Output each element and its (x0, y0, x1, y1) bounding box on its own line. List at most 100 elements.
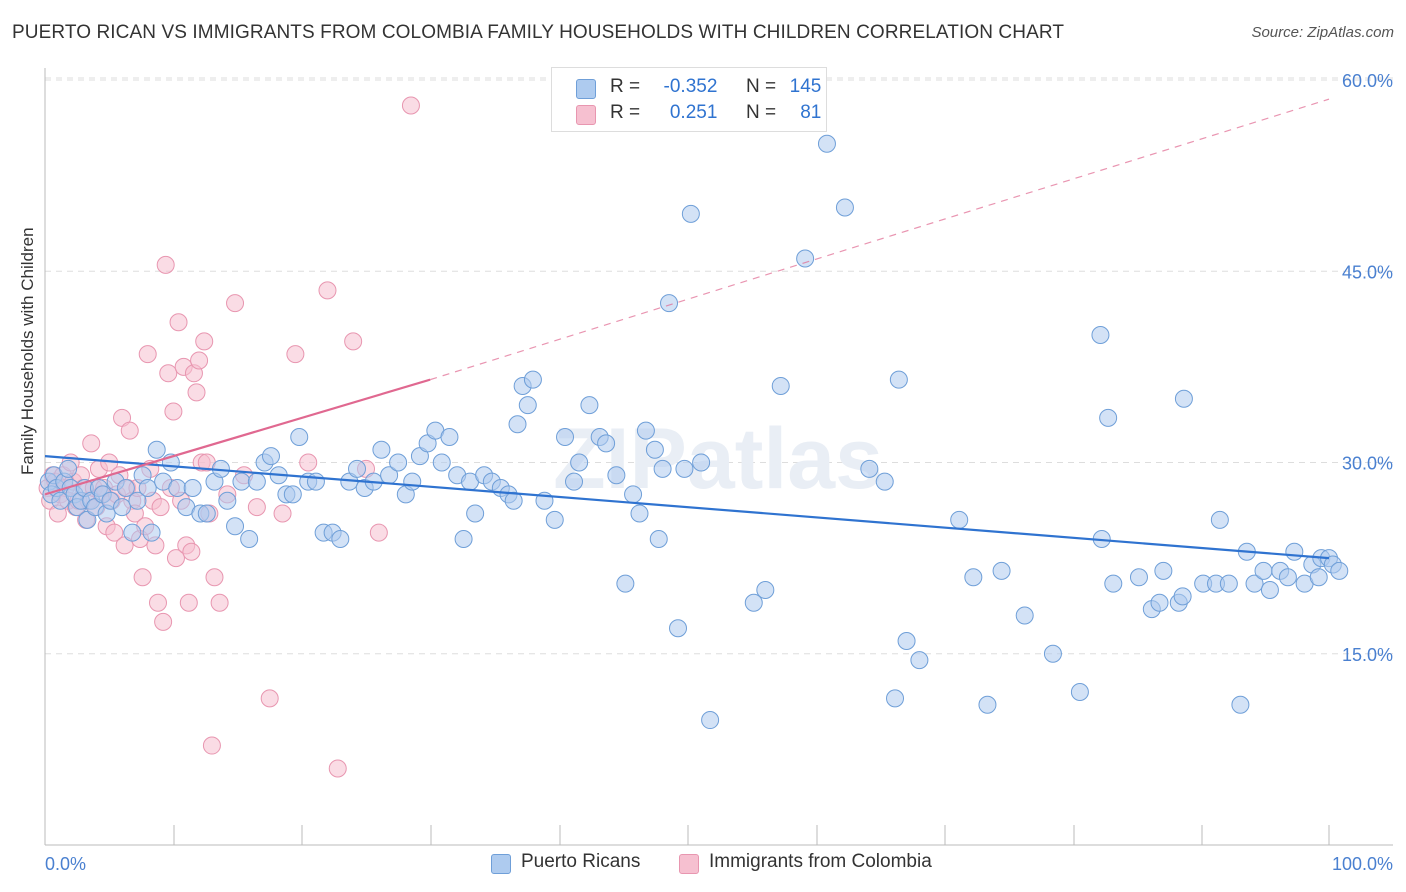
puerto-rican-point (1231, 695, 1250, 714)
r-value: -0.352 (663, 76, 718, 97)
puerto-rican-point (886, 689, 905, 708)
colombia-point (369, 523, 388, 542)
series-puerto-rican-points (39, 134, 1349, 730)
correlation-legend: R = -0.352 N = 145 R = 0.251 N = 81 (551, 67, 827, 132)
watermark: ZIPatlas (553, 411, 883, 507)
puerto-rican-point (466, 504, 485, 523)
puerto-rican-point (59, 459, 78, 478)
puerto-rican-point (138, 479, 157, 497)
puerto-rican-point (756, 581, 775, 599)
r-label: R = (610, 102, 641, 123)
colombia-point (164, 402, 183, 421)
colombia-point (166, 549, 185, 568)
colombia-point (260, 689, 279, 708)
trend-lines (44, 98, 1330, 560)
puerto-rican-point (116, 479, 135, 497)
source-label: Source: ZipAtlas.com (1251, 24, 1394, 41)
colombia-point (159, 364, 178, 383)
puerto-rican-point (1245, 574, 1264, 593)
puerto-rican-point (796, 249, 815, 268)
x-tick-label: 100.0% (1332, 854, 1393, 874)
puerto-rican-point (875, 472, 894, 491)
colombia-point (205, 568, 224, 587)
colombia-point (328, 759, 347, 778)
puerto-rican-point (147, 440, 166, 459)
puerto-rican-point (290, 428, 309, 446)
puerto-rican-point (1154, 561, 1173, 580)
colombia-point (187, 383, 206, 402)
n-value: 145 (789, 76, 822, 97)
puerto-rican-point (226, 517, 245, 536)
puerto-rican-point (630, 504, 649, 523)
puerto-rican-point (389, 453, 408, 472)
puerto-rican-point (835, 198, 854, 217)
puerto-rican-point (1043, 644, 1062, 663)
puerto-rican-point (860, 459, 879, 478)
puerto-rican-point (1219, 574, 1238, 593)
y-tick-label: 60.0% (1342, 71, 1393, 91)
puerto-rican-point (306, 472, 325, 491)
colombia-point (210, 593, 229, 612)
y-tick-label: 15.0% (1342, 645, 1393, 665)
puerto-rican-point (454, 530, 473, 548)
puerto-rican-point (1330, 561, 1349, 580)
puerto-rican-point (1285, 542, 1304, 561)
puerto-rican-point (113, 498, 132, 517)
puerto-rican-point (556, 428, 575, 446)
puerto-rican-point (348, 459, 367, 478)
colombia-trend-extension (430, 98, 1330, 381)
puerto-rican-point (508, 415, 527, 434)
n-value: 81 (800, 102, 822, 123)
puerto-rican-point (197, 504, 216, 523)
legend-swatch-pink (679, 854, 699, 874)
colombia-point (179, 593, 198, 612)
colombia-point (148, 593, 167, 612)
legend-label: Puerto Ricans (521, 851, 641, 872)
puerto-rican-point (218, 491, 237, 510)
puerto-rican-point (624, 485, 643, 504)
puerto-rican-point (331, 530, 350, 548)
puerto-rican-point (771, 377, 790, 395)
puerto-rican-point (523, 370, 542, 389)
colombia-point (195, 332, 214, 351)
puerto-rican-trend-line (44, 455, 1330, 560)
puerto-rican-point (653, 459, 672, 478)
colombia-point (299, 453, 318, 472)
puerto-rican-point (669, 619, 688, 638)
puerto-rican-point (1174, 389, 1193, 408)
puerto-rican-point (232, 472, 251, 491)
puerto-rican-point (1070, 683, 1089, 701)
colombia-point (169, 313, 188, 332)
puerto-rican-point (261, 447, 280, 466)
colombia-point (154, 612, 173, 631)
puerto-rican-point (565, 472, 584, 491)
puerto-rican-point (570, 453, 589, 472)
puerto-rican-point (649, 530, 668, 548)
y-tick-label: 45.0% (1342, 262, 1393, 282)
puerto-rican-point (992, 561, 1011, 580)
r-label: R = (610, 76, 641, 97)
colombia-point (182, 542, 201, 561)
chart-title: PUERTO RICAN VS IMMIGRANTS FROM COLOMBIA… (12, 22, 1065, 43)
puerto-rican-point (1015, 606, 1034, 625)
puerto-rican-point (1091, 326, 1110, 344)
puerto-rican-point (964, 568, 983, 587)
puerto-rican-point (123, 523, 142, 542)
puerto-rican-point (681, 204, 700, 223)
puerto-rican-point (889, 370, 908, 389)
puerto-rican-point (675, 459, 694, 478)
puerto-rican-point (1129, 568, 1148, 587)
puerto-rican-point (1150, 593, 1169, 612)
puerto-rican-point (636, 421, 655, 440)
y-tick-label: 30.0% (1342, 454, 1393, 474)
series-legend: Puerto Ricans Immigrants from Colombia (0, 851, 1406, 879)
puerto-rican-point (504, 491, 523, 510)
puerto-rican-point (372, 440, 391, 459)
puerto-rican-point (168, 479, 187, 497)
colombia-point (247, 498, 266, 517)
puerto-rican-point (597, 434, 616, 453)
puerto-rican-point (1099, 408, 1118, 427)
colombia-point (318, 281, 337, 300)
puerto-rican-point (247, 472, 266, 491)
